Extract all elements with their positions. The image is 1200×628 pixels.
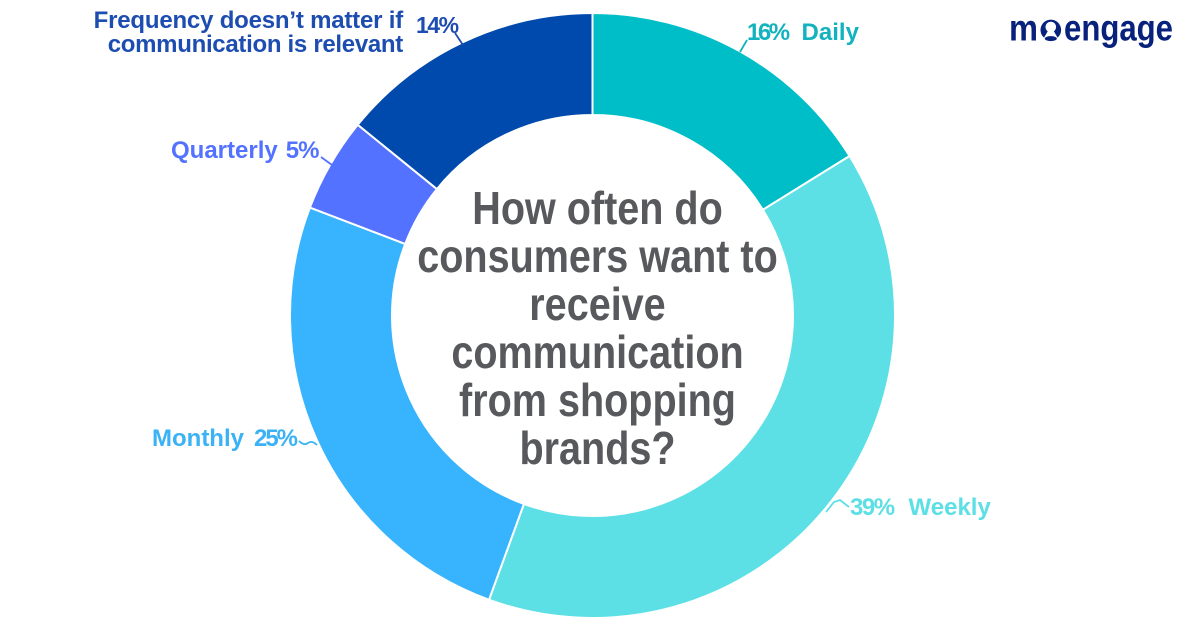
svg-text:engage: engage bbox=[1064, 7, 1173, 48]
svg-text:m: m bbox=[1009, 7, 1038, 48]
